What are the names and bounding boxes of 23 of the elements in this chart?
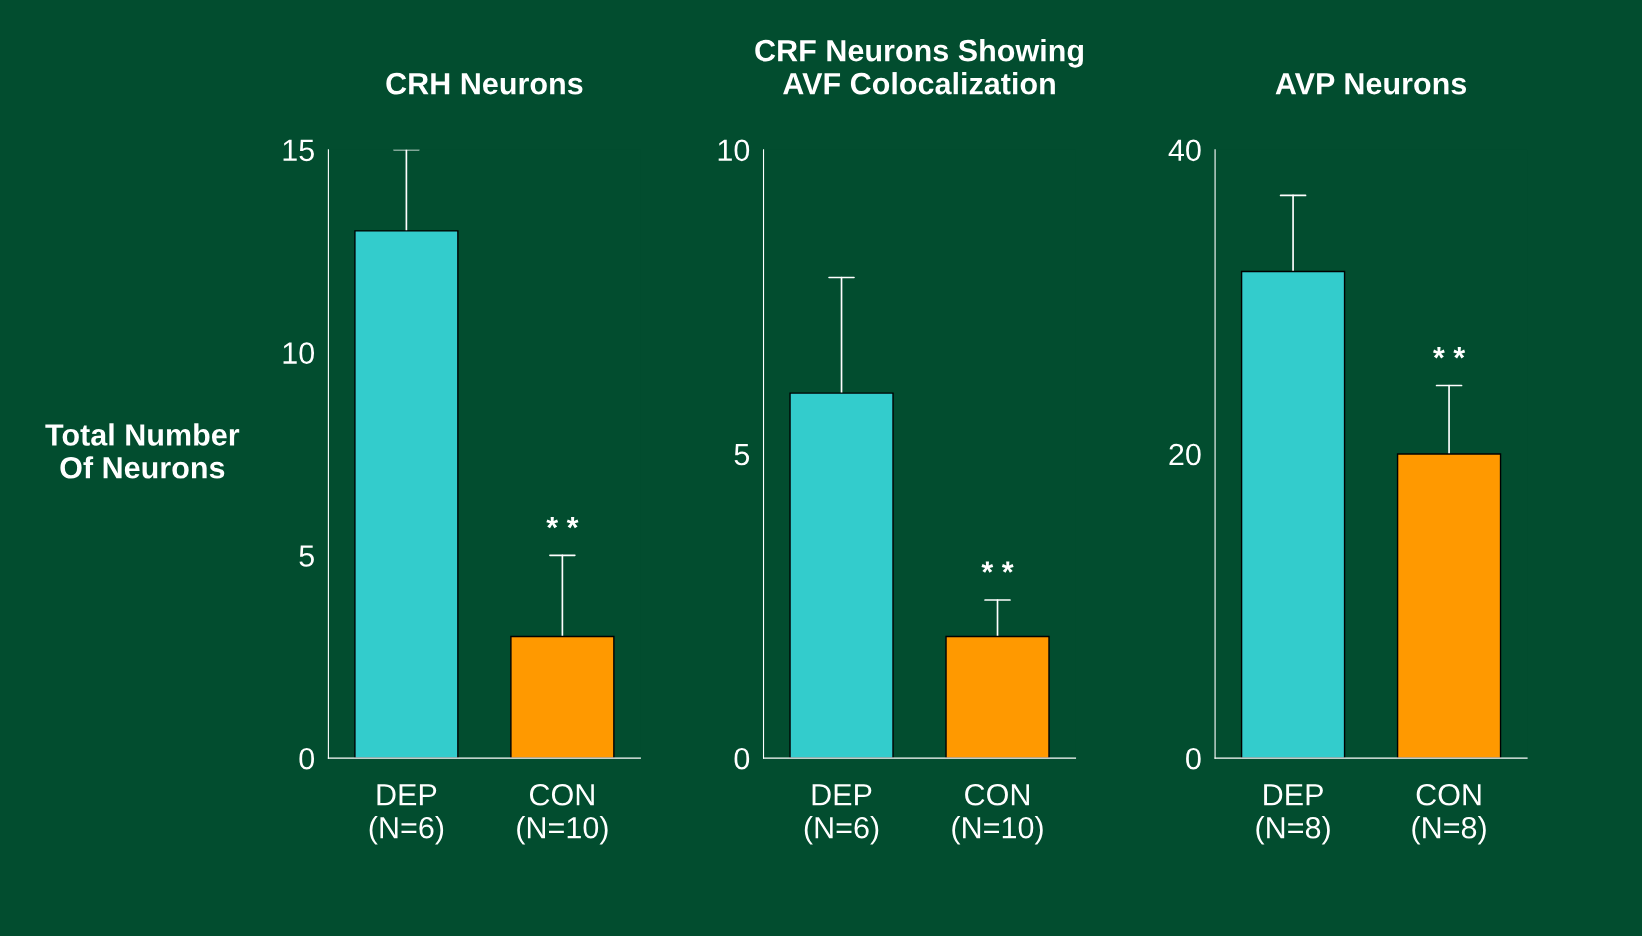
x-tick-label: CON (N=10) xyxy=(517,783,608,845)
chart-title: CRH Neurons xyxy=(386,72,583,95)
y-tick-label: 0 xyxy=(1186,747,1201,770)
y-tick-label: 20 xyxy=(1169,443,1201,466)
x-tick-label: CON (N=8) xyxy=(1412,783,1486,845)
y-tick-label: 5 xyxy=(299,545,314,567)
y-tick-label: 40 xyxy=(1168,139,1201,162)
y-axis-title: Total Number Of Neurons xyxy=(45,423,240,479)
y-tick-label: 10 xyxy=(718,139,750,162)
x-tick-label: DEP (N=6) xyxy=(804,784,879,845)
chart-title: AVP Neurons xyxy=(1275,73,1467,95)
y-tick-label: 0 xyxy=(299,747,315,770)
chart-title: CRF Neurons Showing AVF Colocalization xyxy=(755,39,1083,95)
x-tick-label: DEP (N=6) xyxy=(369,784,444,845)
y-tick-label: 15 xyxy=(283,139,314,162)
annotation: * * xyxy=(546,516,579,529)
annotation: * * xyxy=(981,561,1014,573)
x-tick-label: DEP (N=8) xyxy=(1256,784,1330,845)
y-tick-label: 0 xyxy=(734,747,750,770)
y-tick-label: 10 xyxy=(283,342,315,364)
y-tick-label: 5 xyxy=(734,444,750,466)
annotation: * * xyxy=(1433,347,1466,359)
x-tick-label: CON (N=10) xyxy=(952,783,1043,845)
